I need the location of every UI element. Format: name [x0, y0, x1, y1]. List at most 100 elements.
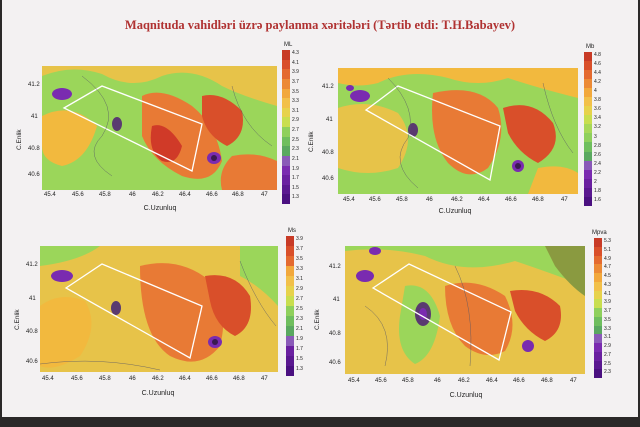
colorbar-tick-label: 2.6 — [594, 151, 601, 158]
x-tick-mb: 46.4 — [478, 197, 490, 203]
colorbar-tick-label: 1.5 — [292, 184, 299, 191]
colorbar-segment — [584, 70, 592, 80]
x-tick-ml: 45.4 — [44, 192, 56, 198]
colorbar-tick-label: 3.4 — [594, 115, 601, 122]
x-tick-mpva: 47 — [570, 378, 577, 384]
colorbar-segment — [282, 98, 290, 108]
y-tick-ml: 41.2 — [28, 82, 40, 88]
x-tick-mpva: 46.2 — [458, 378, 470, 384]
colorbar-tick-label: 3.6 — [594, 106, 601, 113]
colorbar-tick-label: 4.1 — [292, 59, 299, 66]
colorbar-segment — [584, 79, 592, 89]
colorbar-segment — [286, 256, 294, 266]
colorbar-segment — [286, 336, 294, 346]
colorbar-tick-label: 2.9 — [604, 343, 611, 349]
colorbar-segment — [584, 61, 592, 71]
colorbar-segment — [594, 334, 602, 343]
x-axis-label-ms: C.Uzunluq — [141, 390, 175, 397]
x-tick-mpva: 45.4 — [348, 378, 360, 384]
colorbar-segment — [282, 155, 290, 166]
colorbar-tick-label: 2.8 — [594, 142, 601, 149]
colorbar-tick-label: 3.5 — [292, 88, 299, 95]
colorbar-segment — [584, 178, 592, 188]
x-tick-ms: 46.8 — [233, 376, 245, 382]
x-tick-ms: 45.6 — [71, 376, 83, 382]
colorbar-unit-mb: Mb — [586, 44, 595, 50]
colorbar-tick-label: 1.7 — [296, 346, 303, 352]
x-tick-ml: 47 — [261, 192, 268, 198]
contour-map-mpva — [345, 246, 585, 374]
colorbar-segment — [594, 246, 602, 256]
colorbar-segment — [584, 115, 592, 125]
colorbar-unit-ml: ML — [284, 42, 293, 48]
x-tick-ml: 46.8 — [232, 192, 244, 198]
colorbar-tick-label: 3.9 — [604, 299, 611, 306]
colorbar-tick-label: 2.9 — [296, 286, 303, 292]
map-mb — [338, 68, 578, 194]
x-tick-mb: 47 — [561, 197, 568, 203]
x-tick-mpva: 46.4 — [486, 378, 498, 384]
x-tick-ms: 46.2 — [152, 376, 164, 382]
x-tick-ml: 46 — [129, 192, 136, 198]
colorbar-tick-label: 1.9 — [296, 336, 303, 342]
x-tick-mpva: 46 — [434, 378, 441, 384]
y-axis-label-ml: C.Enlik — [16, 129, 23, 150]
colorbar-mpva: 5.3 5.1 4.9 4.7 4.5 4.3 4.1 3.9 3.7 3.5 3.3 3.1 2.9 2… — [594, 238, 611, 378]
colorbar-tick-label: 1.5 — [296, 356, 303, 362]
colorbar-segment — [282, 146, 290, 156]
colorbar-tick-label: 2.3 — [604, 369, 611, 376]
slide-title: Maqnituda vahidləri üzrə paylanma xəritə… — [124, 18, 516, 32]
colorbar-tick-label: 4.4 — [594, 70, 601, 77]
colorbar-tick-label: 3.7 — [604, 308, 611, 314]
colorbar-segment — [286, 276, 294, 286]
colorbar-segment — [584, 187, 592, 197]
colorbar-tick-label: 3.1 — [604, 334, 611, 341]
colorbar-segment — [594, 299, 602, 308]
colorbar-tick-label: 3.3 — [292, 98, 299, 105]
colorbar-tick-label: 3.2 — [594, 124, 601, 131]
colorbar-segment — [282, 107, 290, 118]
colorbar-segment — [286, 296, 294, 306]
y-tick-mpva: 41 — [333, 297, 340, 303]
colorbar-segment — [584, 169, 592, 179]
y-tick-ml: 40.8 — [28, 146, 40, 152]
colorbar-tick-label: 3.9 — [292, 69, 299, 76]
colorbar-segment — [282, 184, 290, 195]
colorbar-mb: 4.8 4.6 4.4 4.2 4 3.8 3.6 3.4 3.2 3 2.8 2.6 2.4 2.2 2 1… — [584, 52, 601, 206]
y-tick-mb: 40.6 — [322, 176, 334, 182]
colorbar-segment — [594, 273, 602, 282]
colorbar-tick-label: 3.3 — [604, 325, 611, 332]
colorbar-segment — [594, 308, 602, 317]
colorbar-segment — [282, 88, 290, 99]
colorbar-segment — [584, 97, 592, 107]
colorbar-tick-label: 4.3 — [604, 281, 611, 288]
contour-map-mb — [338, 68, 578, 194]
colorbar-tick-label: 3 — [594, 133, 597, 140]
contour-map-ml — [42, 66, 277, 190]
colorbar-tick-label: 3.7 — [292, 78, 299, 85]
colorbar-tick-label: 2.7 — [604, 351, 611, 358]
colorbar-segment — [282, 165, 290, 176]
colorbar-tick-label: 1.3 — [296, 366, 303, 372]
colorbar-tick-label: 5.1 — [604, 246, 611, 253]
y-axis-label-ms: C.Enlik — [14, 309, 21, 330]
colorbar-tick-label: 2.7 — [296, 296, 303, 302]
map-mpva — [345, 246, 585, 374]
colorbar-segment — [282, 117, 290, 127]
colorbar-tick-label: 2.3 — [292, 146, 299, 153]
x-tick-ms: 46 — [129, 376, 136, 382]
colorbar-segment — [594, 238, 602, 247]
colorbar-segment — [594, 316, 602, 326]
colorbar-tick-label: 4.8 — [594, 52, 601, 58]
contour-map-ms — [40, 246, 278, 372]
y-tick-ms: 41 — [29, 296, 36, 302]
colorbar-tick-label: 4.7 — [604, 264, 611, 271]
colorbar-tick-label: 4.3 — [292, 50, 299, 56]
y-tick-ms: 41.2 — [26, 262, 38, 268]
colorbar-tick-label: 3.7 — [296, 246, 303, 252]
colorbar-segment — [286, 246, 294, 256]
colorbar-tick-label: 2.2 — [594, 169, 601, 176]
colorbar-tick-label: 2.7 — [292, 127, 299, 133]
colorbar-segment — [286, 366, 294, 376]
colorbar-segment — [282, 194, 290, 204]
